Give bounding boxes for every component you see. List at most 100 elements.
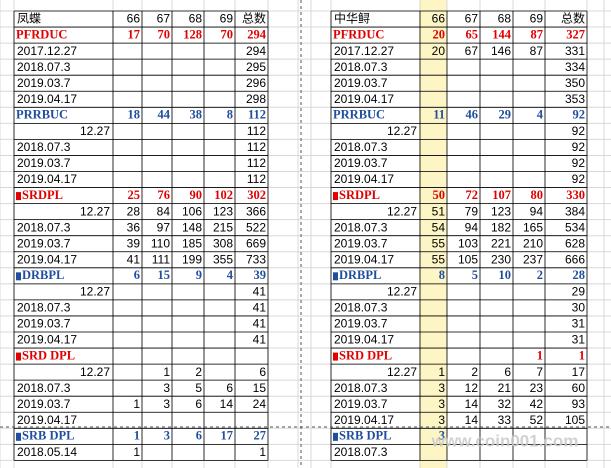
row-label: 2019.03.7 — [334, 236, 388, 250]
cell-value: 92 — [572, 156, 586, 170]
cell-value: 66 — [127, 12, 141, 26]
cell-value: 17 — [221, 429, 234, 443]
cell-value: 353 — [565, 92, 585, 106]
cell-value: 18 — [128, 108, 141, 122]
cell-value: 666 — [565, 252, 585, 266]
cell-value: 6 — [196, 429, 202, 443]
cell-value: 669 — [246, 236, 266, 250]
cell-value: 31 — [572, 333, 586, 347]
cell-value: 384 — [565, 204, 585, 218]
cell-value: 32 — [498, 397, 512, 411]
cell-value: 79 — [465, 204, 479, 218]
cell-value: 294 — [247, 27, 267, 41]
cell-value: 1 — [163, 365, 170, 379]
cell-value: 102 — [214, 188, 233, 202]
row-label: 12.27 — [80, 365, 110, 379]
cell-value: 2 — [537, 268, 543, 282]
row-label: PFRDUC — [16, 27, 67, 41]
cell-value: 9 — [196, 268, 202, 282]
cell-value: 3 — [164, 429, 170, 443]
cell-value: 15 — [158, 268, 171, 282]
row-marker — [16, 352, 21, 361]
cell-value: 72 — [466, 188, 479, 202]
cell-value: 29 — [572, 285, 586, 299]
cell-value: 50 — [433, 188, 446, 202]
cell-value: 107 — [492, 188, 511, 202]
cell-value: 97 — [157, 220, 171, 234]
cell-value: 67 — [157, 12, 171, 26]
row-label: 2018.07.3 — [17, 220, 71, 234]
cell-value: 70 — [158, 27, 171, 41]
cell-value: 12 — [465, 381, 479, 395]
cell-value: 522 — [246, 220, 266, 234]
row-marker — [333, 352, 338, 361]
cell-value: 92 — [572, 172, 586, 186]
cell-value: 534 — [565, 220, 585, 234]
cell-value: 6 — [195, 397, 202, 411]
cell-value: 6 — [226, 381, 233, 395]
row-label: 2019.03.7 — [334, 397, 388, 411]
row-label: 2017.12.27 — [17, 44, 77, 58]
row-marker — [16, 272, 21, 281]
cell-value: 41 — [127, 252, 141, 266]
row-label: 2018.07.3 — [334, 140, 388, 154]
cell-value: 41 — [253, 317, 267, 331]
cell-value: 66 — [432, 12, 446, 26]
row-label: SRDPL — [22, 188, 63, 202]
cell-value: 105 — [565, 413, 585, 427]
cell-value: 146 — [491, 44, 511, 58]
cell-value: 67 — [465, 12, 479, 26]
cell-value: 25 — [128, 188, 141, 202]
cell-value: 182 — [491, 220, 511, 234]
cell-value: 68 — [498, 12, 512, 26]
cell-value: 5 — [195, 381, 202, 395]
cell-value: 2 — [195, 365, 202, 379]
row-label: 2018.07.3 — [334, 445, 388, 459]
cell-value: 210 — [523, 236, 543, 250]
row-label: 2018.07.3 — [17, 381, 71, 395]
cell-value: 302 — [247, 188, 266, 202]
cell-value: 29 — [499, 108, 512, 122]
row-label: SRB DPL — [339, 429, 391, 443]
cell-value: 28 — [127, 204, 141, 218]
cell-value: 68 — [189, 12, 203, 26]
row-label: 12.27 — [80, 204, 110, 218]
cell-value: 5 — [472, 268, 478, 282]
cell-value: 4 — [227, 268, 234, 282]
row-label: DRBPL — [22, 268, 64, 282]
cell-value: 1 — [133, 445, 140, 459]
cell-value: 52 — [530, 413, 544, 427]
row-label: 2019.03.7 — [17, 317, 71, 331]
cell-value: 46 — [466, 108, 479, 122]
cell-value: 20 — [433, 27, 446, 41]
cell-value: 92 — [572, 124, 586, 138]
cell-value: 总数 — [561, 11, 585, 26]
cell-value: 87 — [530, 44, 544, 58]
cell-value: 36 — [127, 220, 141, 234]
row-label: 2019.04.17 — [17, 172, 77, 186]
cell-value: 112 — [247, 124, 266, 138]
cell-value: 14 — [220, 397, 234, 411]
cell-value: 30 — [572, 301, 586, 315]
cell-value: 14 — [465, 397, 479, 411]
cell-value: 7 — [536, 365, 543, 379]
cell-value: 112 — [248, 108, 266, 122]
cell-value: 1 — [259, 445, 266, 459]
cell-value: 93 — [572, 397, 586, 411]
cell-value: 103 — [458, 236, 478, 250]
row-label: PFRDUC — [333, 27, 384, 41]
cell-value: 55 — [432, 236, 446, 250]
row-label: 2018.07.3 — [17, 301, 71, 315]
row-label: 2019.03.7 — [17, 397, 71, 411]
row-label: 2018.07.3 — [17, 140, 71, 154]
cell-value: 11 — [433, 108, 445, 122]
watermark: www.coin001.com — [431, 431, 579, 450]
cell-value: 221 — [491, 236, 511, 250]
cell-value: 6 — [504, 365, 511, 379]
row-label: 2018.07.3 — [334, 60, 388, 74]
cell-value: 23 — [530, 381, 544, 395]
cell-value: 10 — [499, 268, 512, 282]
cell-value: 8 — [227, 108, 233, 122]
cell-value: 1 — [438, 365, 445, 379]
